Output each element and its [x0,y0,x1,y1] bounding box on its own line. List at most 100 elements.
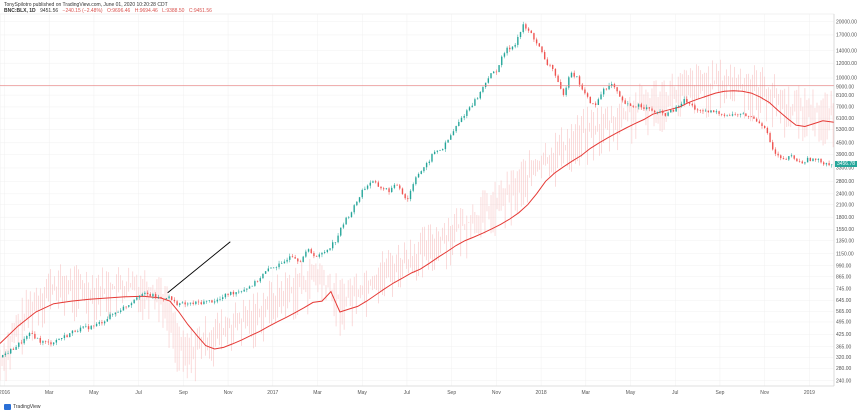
candle-body [130,303,133,306]
candle-body [267,268,270,272]
candle-body [466,110,468,116]
drawing-layer [0,85,834,294]
candle-body [181,302,184,304]
candle-body [433,151,436,155]
candle-body [549,64,551,66]
candle-body [128,305,130,307]
candle-body [18,342,20,347]
candle-body [619,91,621,97]
candle-body [731,114,734,116]
candle-body [283,261,286,264]
candle-body [584,89,586,94]
candle-body [55,339,58,343]
candle-body [374,181,377,183]
candle-body [688,102,691,104]
candle-body [723,114,726,116]
y-tick-label: 8100.00 [836,93,854,99]
candle-body [479,91,481,99]
candle-body [313,253,315,257]
candle-body [165,298,168,299]
candle-body [377,182,380,187]
candle-body [747,116,750,117]
candle-body [490,73,492,79]
candle-body [74,330,76,332]
x-tick-label: Mar [45,390,54,396]
candle-body [683,98,685,104]
candle-body [141,294,143,296]
candle-body [47,341,49,343]
candle-body [597,99,600,105]
y-tick-label: 20000.00 [836,19,857,25]
y-tick-label: 1550.00 [836,227,854,233]
candle-body [806,157,809,163]
candle-body [611,84,613,86]
candle-body [640,104,642,108]
candle-body [213,301,216,303]
candle-body [825,163,828,165]
candle-body [184,302,186,305]
candle-body [557,75,559,83]
candle-body [366,185,369,189]
candle-body [458,121,460,126]
candle-body [66,335,68,338]
candle-body [44,341,47,342]
candle-body [299,261,302,263]
candle-body [337,235,339,243]
candle-body [69,333,71,338]
x-tick-label: 2019 [804,390,815,396]
candle-body [444,142,447,150]
candle-body [358,197,361,202]
candle-body [111,314,114,315]
candle-body [120,310,122,312]
candle-body [248,286,251,289]
candle-body [629,103,632,106]
y-tick-label: 3900.00 [836,152,854,158]
candle-body [208,300,210,301]
candle-body [321,252,323,255]
candle-body [31,333,33,334]
candle-body [275,267,278,268]
candle-body [796,158,798,162]
open-value: O:9696.46 [106,8,131,14]
candle-body [672,110,675,112]
candle-body [409,190,412,200]
candle-body [568,77,570,88]
candle-body [739,113,742,115]
candle-body [678,105,680,107]
high-value: H:9694.46 [134,8,158,14]
candle-body [519,32,522,38]
candle-body [452,131,455,136]
y-tick-label: 12000.00 [836,61,857,67]
candle-body [179,303,181,306]
candle-body [315,256,318,257]
candle-body [332,242,334,249]
candle-body [541,46,543,53]
candle-body [106,318,109,322]
candle-body [450,135,452,140]
candle-body [350,212,353,218]
candle-body [361,189,363,198]
candle-body [61,338,63,340]
candle-body [656,112,659,113]
candle-body [632,105,634,107]
candle-body [251,285,253,287]
candle-body [364,188,366,190]
candle-body [476,98,479,100]
candle-body [146,292,149,294]
y-tick-label: 495.00 [836,320,852,326]
candle-body [653,110,656,113]
candle-body [235,292,237,295]
candle-body [227,293,229,295]
candle-body [790,155,793,157]
candle-body [396,184,398,186]
candle-body [573,72,575,77]
y-tick-label: 7000.00 [836,105,854,111]
candle-body [264,271,267,274]
candle-body [715,111,718,113]
candle-body [195,301,197,304]
candle-body [154,294,157,298]
candle-body [463,115,465,118]
candle-body [823,162,825,165]
symbol-label: BNC:BLX, 1D [4,8,36,14]
